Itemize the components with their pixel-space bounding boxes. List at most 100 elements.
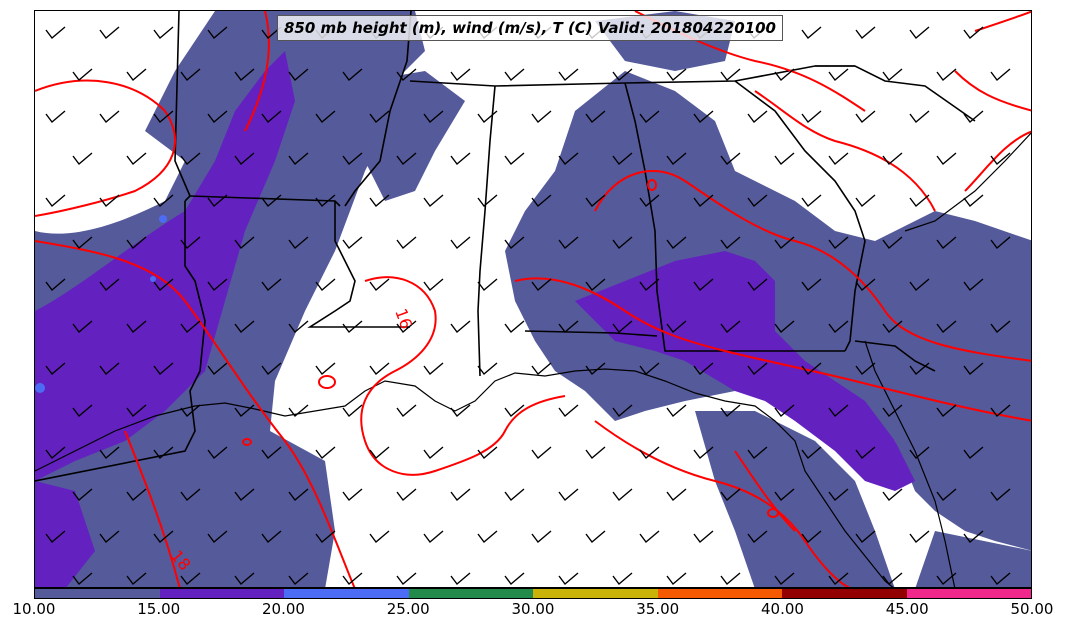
wind-barb [666,68,687,82]
wind-barb [531,446,552,460]
wind-barb [693,110,714,124]
wind-barb [666,320,687,334]
wind-barb [396,236,417,250]
wind-barb [207,110,228,124]
wind-barb [963,26,984,40]
wind-barb [558,320,579,334]
wind-barb [990,236,1011,250]
wind-shading-20-25 [35,215,167,393]
wind-barb [855,278,876,292]
colorbar-tick-label: 25.00 [386,600,430,618]
wind-barb [126,68,147,82]
wind-barb [342,320,363,334]
wind-barb [909,362,930,376]
wind-barb [909,110,930,124]
temperature-small-contours [242,179,779,518]
wind-barb [504,236,525,250]
wind-barb [45,278,66,292]
wind-barb [666,404,687,418]
wind-barb [450,68,471,82]
wind-barb [180,572,201,586]
wind-barb [342,488,363,502]
wind-barb [396,404,417,418]
wind-barb [45,362,66,376]
wind-barb [153,194,174,208]
wind-barb [666,152,687,166]
wind-barb [423,110,444,124]
wind-barb [936,320,957,334]
wind-barb [504,404,525,418]
wind-barb [774,572,795,586]
wind-barb [234,152,255,166]
wind-barb [882,572,903,586]
wind-barb [153,362,174,376]
wind-barb [909,446,930,460]
temperature-contours [35,11,1031,587]
wind-barb [531,530,552,544]
wind-barb [261,530,282,544]
wind-barb [801,278,822,292]
wind-barbs [45,26,1011,586]
colorbar-tick-label: 30.00 [511,600,555,618]
wind-barb [99,446,120,460]
wind-barb [504,152,525,166]
wind-barb [234,488,255,502]
wind-barb [288,404,309,418]
wind-barb [774,152,795,166]
wind-barb [693,362,714,376]
wind-barb [126,572,147,586]
colorbar-tick-label: 15.00 [137,600,181,618]
wind-barb [936,404,957,418]
wind-barb [153,530,174,544]
wind-barb [369,446,390,460]
wind-barb [936,152,957,166]
wind-barb [963,362,984,376]
wind-barb [504,68,525,82]
wind-barb [720,236,741,250]
wind-barb [774,236,795,250]
wind-barb [180,68,201,82]
wind-barb [693,278,714,292]
wind-barb [126,236,147,250]
wind-barb [882,320,903,334]
wind-barb [423,446,444,460]
wind-barb [855,446,876,460]
wind-barb [612,488,633,502]
wind-barb [720,68,741,82]
wind-barb [396,152,417,166]
wind-barb [288,572,309,586]
colorbar-tick-label: 45.00 [885,600,929,618]
wind-barb [963,194,984,208]
wind-barb [639,278,660,292]
wind-barb [99,530,120,544]
wind-barb [369,278,390,292]
wind-barb [45,446,66,460]
wind-barb [99,194,120,208]
wind-barb [207,530,228,544]
wind-barb [315,362,336,376]
wind-barb [45,530,66,544]
wind-barb [747,278,768,292]
wind-barb [153,26,174,40]
wind-barb [990,320,1011,334]
wind-barb [369,110,390,124]
wind-barb [990,152,1011,166]
wind-barb [396,68,417,82]
wind-barb [72,488,93,502]
wind-barb [585,446,606,460]
wind-barb [450,152,471,166]
wind-barb [558,152,579,166]
wind-barb [288,488,309,502]
wind-barb [936,236,957,250]
wind-barb [180,236,201,250]
wind-barb [261,278,282,292]
colorbar-segment-4 [533,589,658,598]
wind-barb [774,320,795,334]
wind-barb [45,110,66,124]
wind-barb [585,530,606,544]
wind-barb [558,236,579,250]
wind-barb [909,530,930,544]
wind-barb [747,194,768,208]
wind-barb [288,320,309,334]
wind-barb [396,572,417,586]
